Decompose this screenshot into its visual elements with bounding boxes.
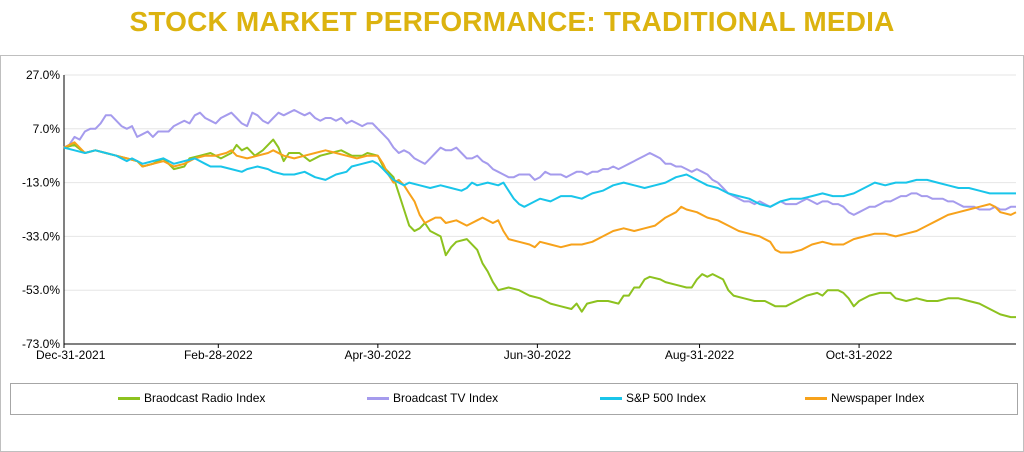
legend-swatch-sp500 [600,396,622,400]
x-tick-label: Apr-30-2022 [344,348,411,362]
y-tick-labels: 27.0% 7.0% -13.0% -33.0% -53.0% -73.0% [22,68,60,351]
x-tick-label: Feb-28-2022 [184,348,253,362]
x-tick-labels: Dec-31-2021 Feb-28-2022 Apr-30-2022 Jun-30-… [36,348,893,362]
legend-label-tv: Broadcast TV Index [393,391,499,405]
chart-title: STOCK MARKET PERFORMANCE: TRADITIONAL ME… [129,6,895,37]
legend-item-radio: Braodcast Radio Index [118,391,265,405]
series-lines [63,109,1017,319]
legend-label-radio: Braodcast Radio Index [144,391,266,405]
legend-item-newspaper: Newspaper Index [805,391,924,405]
y-tick-label: 7.0% [33,122,61,136]
legend-swatch-newspaper [805,396,827,400]
y-tick-label: -33.0% [22,229,60,243]
y-tick-label: -73.0% [22,337,60,351]
y-tick-label: -53.0% [22,283,60,297]
legend-label-newspaper: Newspaper Index [831,391,925,405]
legend-item-tv: Broadcast TV Index [367,391,498,405]
series-line-sp500 [63,146,1016,208]
legend-label-sp500: S&P 500 Index [626,391,706,405]
legend-item-sp500: S&P 500 Index [600,391,706,405]
axes [63,75,1016,348]
series-line-tv [63,109,1016,216]
x-tick-label: Oct-31-2022 [826,348,893,362]
legend-swatch-radio [118,396,140,400]
y-tick-label: -13.0% [22,176,60,190]
legend: Braodcast Radio Index Broadcast TV Index… [10,383,1018,415]
series-line-radio [63,138,1016,319]
legend-swatch-tv [367,396,389,400]
x-tick-label: Dec-31-2021 [36,348,106,362]
x-tick-label: Aug-31-2022 [665,348,735,362]
y-tick-label: 27.0% [26,68,60,82]
series-line-newspaper [63,141,1017,254]
gridlines [64,74,1016,291]
x-tick-label: Jun-30-2022 [504,348,572,362]
